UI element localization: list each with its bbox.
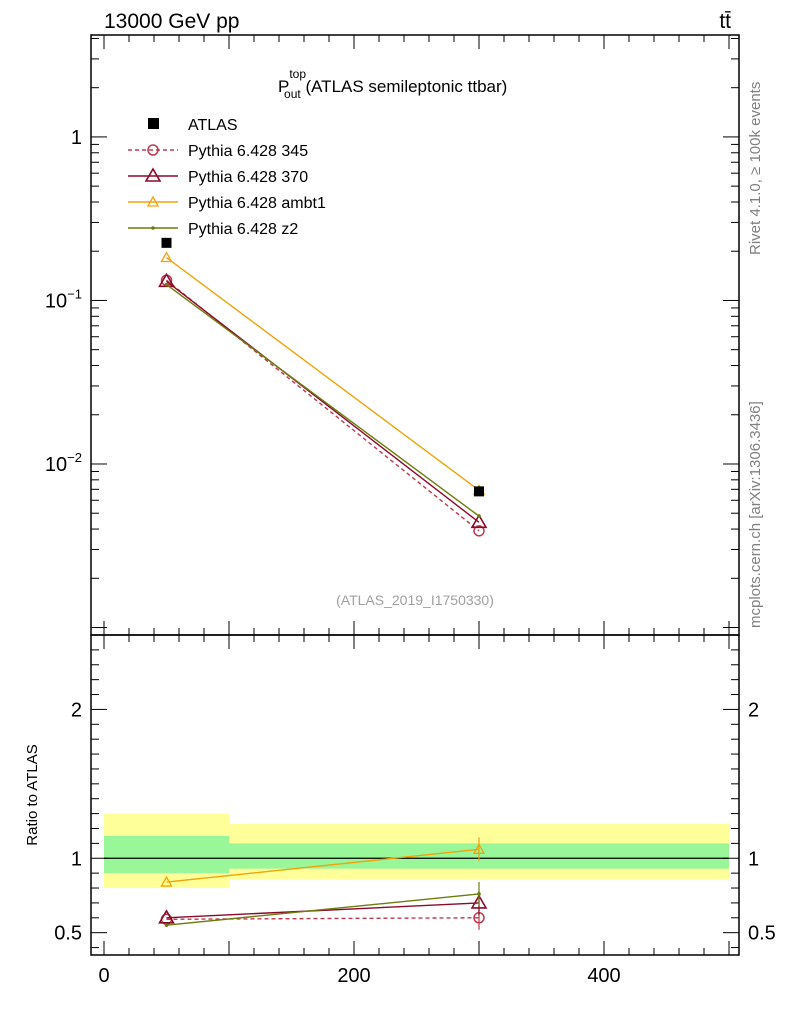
legend-item: Pythia 6.428 345 (128, 143, 308, 160)
main-series-line-2 (166, 256, 480, 491)
main-series-point-0-1 (473, 525, 485, 537)
main-title-rest: (ATLAS semileptonic ttbar) (301, 77, 508, 96)
legend-marker (147, 144, 159, 156)
main-title-sub: out (284, 87, 301, 101)
ratio-series-line-3 (166, 893, 480, 926)
main-ytick-label: 1 (71, 127, 82, 149)
analysis-id: (ATLAS_2019_I1750330) (336, 592, 494, 608)
ratio-series-point-1-1 (470, 894, 488, 909)
ratio-ytick-label-right: 0.5 (748, 923, 776, 945)
ratio-xtick-label: 400 (587, 965, 620, 987)
legend-marker (151, 226, 155, 230)
main-ytick-label: 10−1 (45, 286, 82, 312)
main-title: Ptop out (ATLAS semileptonic ttbar) (278, 67, 507, 101)
ratio-series-point-2-1 (472, 842, 486, 854)
main-series-point-3-0 (164, 282, 169, 287)
ratio-series-point-1-0 (158, 909, 175, 924)
legend-label: Pythia 6.428 345 (188, 143, 308, 160)
atlas-data-point-1 (474, 486, 484, 497)
ratio-ylabel: Ratio to ATLAS (24, 744, 41, 845)
main-ytick-label: 10−2 (45, 450, 82, 476)
mcplots-label: mcplots.cern.ch [arXiv:1306.3436] (747, 401, 764, 628)
rivet-label: Rivet 4.1.0, ≥ 100k events (747, 82, 764, 255)
ratio-series-line-2 (166, 848, 480, 883)
ratio-panel: 2 2 1 1 0.5 0.5 0 200 400 Ratio to ATLAS (24, 634, 776, 987)
main-series-line-3 (166, 284, 480, 517)
ratio-series-line-1 (166, 902, 480, 919)
ratio-series-point-3-0 (164, 923, 169, 928)
ratio-ytick-label-left: 0.5 (54, 923, 82, 945)
legend-label: Pythia 6.428 z2 (188, 221, 298, 238)
legend-item: Pythia 6.428 ambt1 (128, 195, 326, 212)
legend-marker (148, 118, 159, 129)
ratio-frame (90, 634, 740, 956)
energy-label: 13000 GeV pp (104, 10, 239, 33)
main-series-line-1 (166, 280, 480, 523)
legend-marker (146, 195, 160, 207)
ratio-xtick-label: 0 (98, 965, 109, 987)
legend-label: Pythia 6.428 ambt1 (188, 195, 326, 212)
legend-item: Pythia 6.428 370 (128, 167, 308, 186)
main-title-p: P (278, 77, 289, 96)
legend: ATLAS Pythia 6.428 345 Pythia 6.428 370 Pyt… (128, 117, 326, 238)
ratio-series-point-2-0 (160, 875, 173, 887)
main-series-point-1-1 (470, 513, 488, 529)
main-series-point-3-1 (477, 514, 481, 518)
main-series-point-2-0 (160, 251, 173, 263)
main-title-sup: top (289, 67, 306, 81)
ratio-ytick-label-left: 2 (71, 699, 82, 721)
uncertainty-band-green (104, 835, 229, 874)
ratio-ytick-label-left: 1 (71, 848, 82, 870)
legend-marker (144, 167, 162, 182)
ratio-ytick-label-right: 1 (748, 848, 759, 870)
atlas-data-point-0 (161, 237, 172, 248)
legend-item: Pythia 6.428 z2 (128, 221, 298, 238)
process-label: tt̄ (719, 10, 731, 33)
legend-item: ATLAS (148, 117, 238, 134)
ratio-xtick-label: 200 (337, 965, 370, 987)
legend-label: Pythia 6.428 370 (188, 169, 308, 186)
ratio-series-point-3-1 (477, 892, 481, 896)
ratio-series-line-0 (166, 917, 480, 920)
main-panel: 1 10−1 10−2 Ptop out (ATLAS semileptonic tt… (45, 34, 740, 636)
legend-label: ATLAS (188, 117, 238, 134)
ratio-ytick-label-right: 2 (748, 699, 759, 721)
